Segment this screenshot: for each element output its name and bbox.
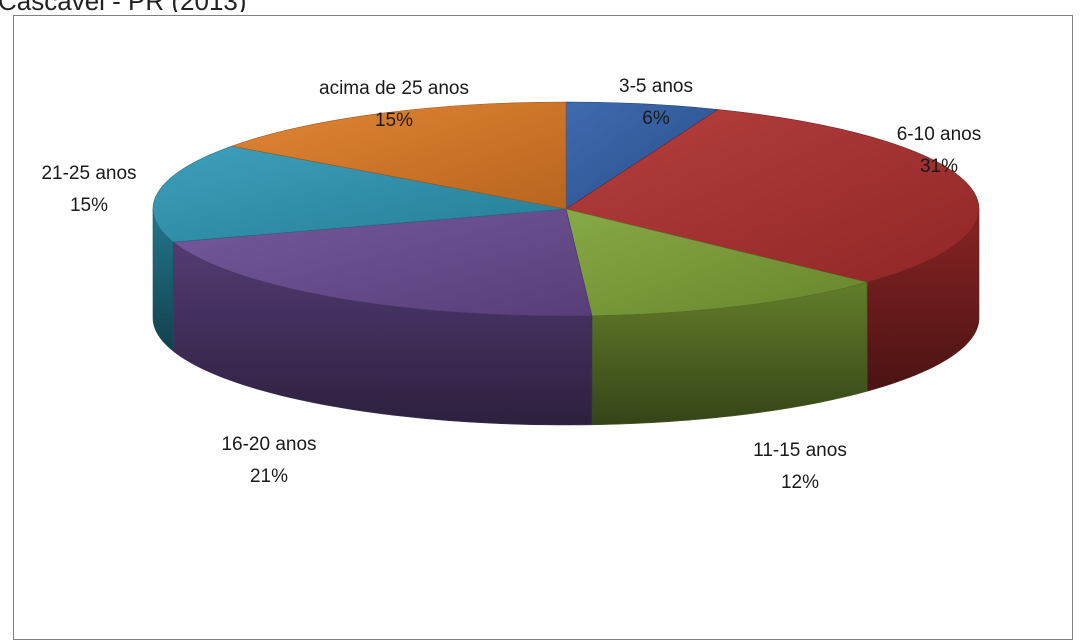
slice-category-label: acima de 25 anos xyxy=(319,78,469,99)
slice-acima-de-25-anos xyxy=(230,101,567,210)
pie-sides xyxy=(152,208,980,426)
pie-labels: 3-5 anos 6% 6-10 anos 31% 11-15 anos 12% 16-20… xyxy=(41,76,981,493)
slice-category-label: 3-5 anos xyxy=(619,76,693,97)
slice-category-label: 6-10 anos xyxy=(897,124,982,145)
slice-category-label: 16-20 anos xyxy=(221,434,316,455)
chart-title: Cascavel - PR (2013) xyxy=(0,0,247,12)
slice-percent-label: 15% xyxy=(375,110,413,131)
pie-chart: 3-5 anos 6% 6-10 anos 31% 11-15 anos 12% 16-20… xyxy=(41,76,981,493)
slice-percent-label: 12% xyxy=(781,472,819,493)
slice-percent-label: 6% xyxy=(642,108,670,129)
slice-3-5-anos xyxy=(565,101,719,210)
slice-6-10-anos xyxy=(565,109,980,283)
title-clip: Cascavel - PR (2013) xyxy=(0,0,1085,12)
slice-16-20-anos xyxy=(172,208,593,317)
pie-tops xyxy=(152,101,980,317)
chart-frame: 3-5 anos 6% 6-10 anos 31% 11-15 anos 12% 16-20… xyxy=(13,15,1073,640)
slice-percent-label: 15% xyxy=(70,195,108,216)
slice-21-25-anos xyxy=(152,145,567,243)
slice-category-label: 21-25 anos xyxy=(41,163,136,184)
slice-percent-label: 31% xyxy=(920,156,958,177)
slice-percent-label: 21% xyxy=(250,466,288,487)
slice-11-15-anos xyxy=(565,208,869,317)
slice-category-label: 11-15 anos xyxy=(753,440,847,461)
